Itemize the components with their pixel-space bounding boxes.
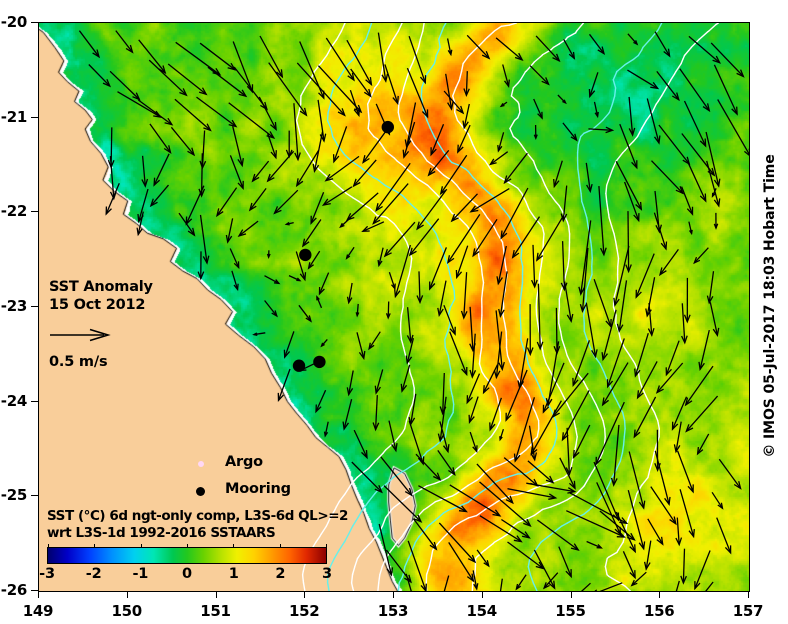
y-axis-tick-label: -26 [0,581,28,599]
credit-block: © IMOS 05-Jul-2017 18:03 Hobart Time [752,22,788,590]
legend-label-mooring: Mooring [225,481,291,497]
y-axis-tick [31,116,38,118]
colorbar: SST (°C) 6d ngt-only comp, L3S-6d QL>=2 … [39,508,349,584]
x-axis-tick-label: 154 [466,602,498,620]
x-axis-tick-label: 155 [555,602,586,620]
x-axis-tick-label: 150 [111,602,143,620]
right-arrow-icon [50,328,111,342]
x-axis-tick [481,591,483,598]
x-axis-tick [393,591,394,598]
x-axis-tick [126,591,128,598]
x-axis-tick-label: 151 [200,602,231,620]
colorbar-tick-labels: -3 -2 -1 0 1 2 3 [39,566,333,584]
y-axis-tick-label: -20 [0,13,28,31]
colorbar-tick [140,544,142,548]
annotation-date: 15 Oct 2012 [49,297,146,313]
colorbar-tick [326,544,327,548]
x-axis-tick [215,591,217,598]
colorbar-tick-label: 2 [275,566,286,582]
sst-anomaly-heatmap [39,23,749,591]
annotation-reference-speed: 0.5 m/s [49,354,108,370]
x-axis-tick-label: 153 [377,602,409,620]
legend-label-argo: Argo [225,454,263,470]
y-axis-tick [31,306,38,307]
annotation-title: SST Anomaly [49,279,153,295]
colorbar-tick [94,544,96,548]
x-axis-tick [304,591,306,598]
y-axis-tick-label: -22 [0,202,28,221]
x-axis-tick-label: 157 [732,602,764,620]
colorbar-tick [279,544,281,548]
colorbar-caption-line1: SST (°C) 6d ngt-only comp, L3S-6d QL>=2 [47,508,349,524]
colorbar-tick-label: 3 [322,566,332,582]
y-axis-tick [31,495,38,497]
x-axis-tick [748,591,749,598]
y-axis-tick-label: -25 [0,486,28,505]
colorbar-tick-label: -2 [85,566,102,582]
y-axis-tick-label: -23 [0,297,28,315]
x-axis-tick-label: 149 [22,602,54,620]
mooring-marker-icon [196,487,205,496]
colorbar-caption-line2: wrt L3S-1d 1992-2016 SSTAARS [47,525,276,541]
colorbar-tick-label: 1 [228,566,239,582]
y-axis-tick [31,22,38,23]
credit-text: © IMOS 05-Jul-2017 18:03 Hobart Time [762,154,778,458]
y-axis-tick [31,211,38,213]
colorbar-tick-label: -3 [39,566,55,582]
colorbar-tick-label: -1 [132,566,149,582]
y-axis-tick-label: -24 [0,391,28,410]
x-axis-tick [659,591,661,598]
y-axis-tick [31,400,38,402]
y-axis-tick [31,590,38,591]
map-plot-area[interactable]: SST Anomaly 15 Oct 2012 0.5 m/s Argo Moo… [38,22,750,592]
colorbar-tick-label: 0 [182,566,192,582]
colorbar-tick [187,544,188,548]
x-axis-tick [570,591,572,598]
x-axis-tick-label: 156 [644,602,675,620]
y-axis-tick-label: -21 [0,107,28,126]
x-axis-tick-label: 152 [289,602,320,620]
colorbar-tick [233,544,235,548]
x-axis-tick [38,591,39,598]
colorbar-tick [48,544,49,548]
colorbar-gradient [47,544,327,564]
